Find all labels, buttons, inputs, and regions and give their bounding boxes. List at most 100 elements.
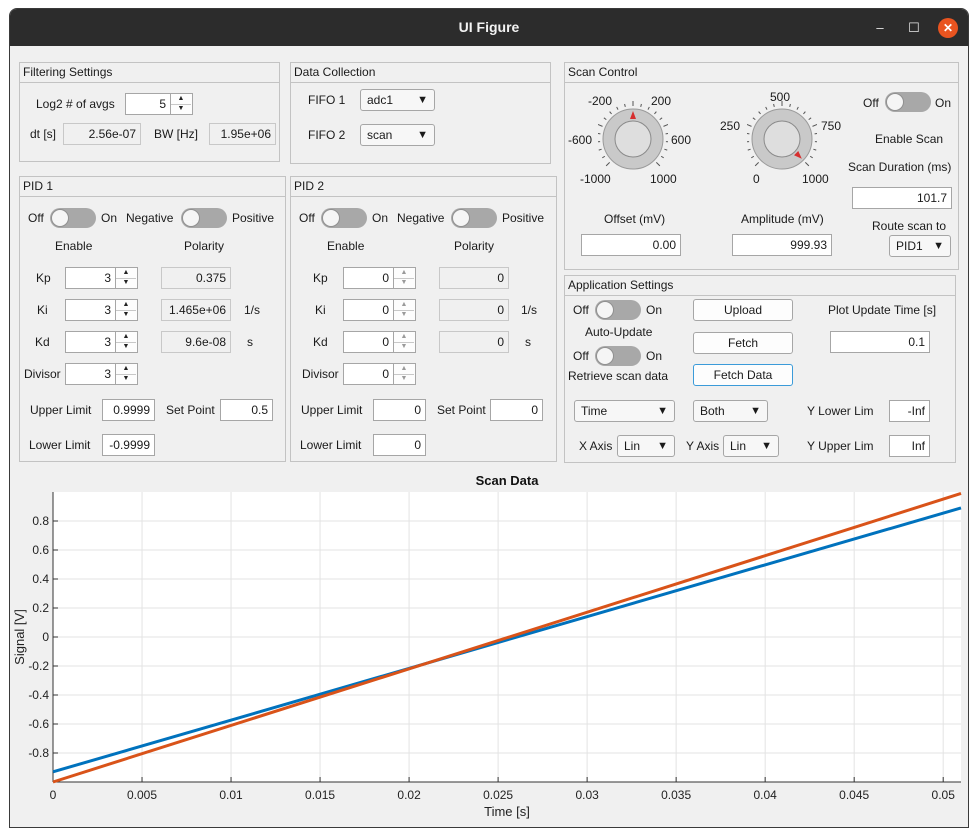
scan-toggle-off-label: Off xyxy=(863,96,879,110)
pid2-enable-toggle[interactable] xyxy=(321,208,367,228)
pid1-ki-label: Ki xyxy=(37,303,48,317)
increment-icon[interactable]: ▲ xyxy=(116,364,136,375)
pid2-kp-field[interactable]: 0 xyxy=(343,267,394,289)
increment-icon[interactable]: ▲ xyxy=(116,268,136,279)
increment-icon[interactable]: ▲ xyxy=(394,268,414,279)
pid1-divisor-spinner[interactable]: 3 ▲ ▼ xyxy=(65,363,138,385)
pid1-kp-field[interactable]: 3 xyxy=(65,267,116,289)
enable-scan-toggle[interactable] xyxy=(885,92,931,112)
pid1-enable-toggle[interactable] xyxy=(50,208,96,228)
pid2-ki-field[interactable]: 0 xyxy=(343,299,394,321)
fifo2-dropdown[interactable]: scan ▼ xyxy=(360,124,435,146)
knob-tick xyxy=(640,103,642,108)
x-mode-dropdown[interactable]: Time ▼ xyxy=(574,400,675,422)
pid1-ki-spinner[interactable]: 3 ▲ ▼ xyxy=(65,299,138,321)
pid2-setpoint-field[interactable]: 0 xyxy=(490,399,543,421)
pid1-kd-spinner[interactable]: 3 ▲ ▼ xyxy=(65,331,138,353)
pid2-ki-unit: 1/s xyxy=(521,303,538,317)
y-axis-label: Signal [V] xyxy=(12,609,27,665)
decrement-icon[interactable]: ▼ xyxy=(122,375,130,382)
upload-button[interactable]: Upload xyxy=(693,299,793,321)
retrieve-scan-toggle[interactable] xyxy=(595,346,641,366)
pid1-polarity-toggle[interactable] xyxy=(181,208,227,228)
decrement-icon[interactable]: ▼ xyxy=(177,105,185,112)
y-axis-scale-dropdown[interactable]: Lin ▼ xyxy=(723,435,779,457)
pid2-kd-spinner[interactable]: 0 ▲ ▼ xyxy=(343,331,416,353)
pid2-divisor-field[interactable]: 0 xyxy=(343,363,394,385)
x-axis-label: Time [s] xyxy=(484,804,530,819)
auto-update-label: Auto-Update xyxy=(585,325,653,339)
pid1-lower-limit-field[interactable]: -0.9999 xyxy=(102,434,155,456)
route-scan-value: PID1 xyxy=(896,239,923,253)
fifo1-value: adc1 xyxy=(367,93,394,107)
increment-icon[interactable]: ▲ xyxy=(116,300,136,311)
knob-tick xyxy=(751,155,755,159)
y-upper-lim-field[interactable]: Inf xyxy=(889,435,930,457)
pid1-kd-field[interactable]: 3 xyxy=(65,331,116,353)
x-axis-scale-dropdown[interactable]: Lin ▼ xyxy=(617,435,675,457)
pid1-setpoint-field[interactable]: 0.5 xyxy=(220,399,273,421)
pid2-upper-limit-field[interactable]: 0 xyxy=(373,399,426,421)
offset-field[interactable]: 0.00 xyxy=(581,234,681,256)
channels-dropdown[interactable]: Both ▼ xyxy=(693,400,768,422)
pid1-upper-limit-label: Upper Limit xyxy=(30,403,92,417)
pid1-upper-limit-field[interactable]: 0.9999 xyxy=(102,399,155,421)
decrement-icon[interactable]: ▼ xyxy=(400,311,408,318)
log2-field[interactable]: 5 xyxy=(125,93,171,115)
decrement-icon[interactable]: ▼ xyxy=(400,375,408,382)
pid2-divisor-spinner[interactable]: 0 ▲ ▼ xyxy=(343,363,416,385)
decrement-icon[interactable]: ▼ xyxy=(122,279,130,286)
close-button[interactable]: ✕ xyxy=(938,18,958,38)
increment-icon[interactable]: ▲ xyxy=(171,94,191,105)
maximize-button[interactable]: ☐ xyxy=(908,20,920,35)
increment-icon[interactable]: ▲ xyxy=(394,300,414,311)
amplitude-knob[interactable] xyxy=(747,101,817,179)
scan-duration-field[interactable]: 101.7 xyxy=(852,187,952,209)
fifo1-dropdown[interactable]: adc1 ▼ xyxy=(360,89,435,111)
pid2-negative-label: Negative xyxy=(397,211,445,225)
pid1-ki-field[interactable]: 3 xyxy=(65,299,116,321)
increment-icon[interactable]: ▲ xyxy=(394,332,414,343)
amplitude-field[interactable]: 999.93 xyxy=(732,234,832,256)
route-scan-dropdown[interactable]: PID1 ▼ xyxy=(889,235,951,257)
plot-update-label: Plot Update Time [s] xyxy=(828,303,937,317)
pid2-ki-spinner[interactable]: 0 ▲ ▼ xyxy=(343,299,416,321)
decrement-icon[interactable]: ▼ xyxy=(400,279,408,286)
pid1-divisor-field[interactable]: 3 xyxy=(65,363,116,385)
minimize-button[interactable]: – xyxy=(876,20,884,35)
knob-cap xyxy=(763,120,801,158)
increment-icon[interactable]: ▲ xyxy=(116,332,136,343)
toggle-knob xyxy=(596,347,614,365)
offset-knob[interactable] xyxy=(598,101,668,179)
retrieve-off-label: Off xyxy=(573,349,589,363)
decrement-icon[interactable]: ▼ xyxy=(400,343,408,350)
pid2-panel: PID 2 Off On Negative Positive Enable Po… xyxy=(290,176,557,462)
y-lower-lim-field[interactable]: -Inf xyxy=(889,400,930,422)
x-axis-scale-value: Lin xyxy=(624,439,641,453)
scan-data-chart[interactable]: Scan Data 0 0.005 0.01 0.015 0.02 0.025 0.03 0.0… xyxy=(10,469,966,825)
fetch-button[interactable]: Fetch xyxy=(693,332,793,354)
route-scan-label: Route scan to xyxy=(872,219,947,233)
decrement-icon[interactable]: ▼ xyxy=(122,311,130,318)
y-tick-label: 0.2 xyxy=(32,601,49,615)
dropdown-arrow-icon: ▼ xyxy=(750,405,761,417)
log2-spinner[interactable]: 5 ▲ ▼ xyxy=(125,93,193,115)
pid2-kp-spinner[interactable]: 0 ▲ ▼ xyxy=(343,267,416,289)
pid2-kd-field[interactable]: 0 xyxy=(343,331,394,353)
decrement-icon[interactable]: ▼ xyxy=(122,343,130,350)
pid1-kp-spinner[interactable]: 3 ▲ ▼ xyxy=(65,267,138,289)
data-collection-panel: Data Collection FIFO 1 adc1 ▼ FIFO 2 sca… xyxy=(290,62,551,164)
panel-title: Scan Control xyxy=(565,63,958,83)
panel-title: Data Collection xyxy=(291,63,550,83)
x-tick-label: 0.03 xyxy=(575,788,599,802)
increment-icon[interactable]: ▲ xyxy=(394,364,414,375)
plot-update-field[interactable]: 0.1 xyxy=(830,331,930,353)
knob-pointer xyxy=(630,111,636,119)
auto-update-toggle[interactable] xyxy=(595,300,641,320)
pid2-polarity-toggle[interactable] xyxy=(451,208,497,228)
knob-tick xyxy=(616,106,619,110)
pid2-off-label: Off xyxy=(299,211,315,225)
filtering-settings-panel: Filtering Settings Log2 # of avgs 5 ▲ ▼ d… xyxy=(19,62,280,162)
fetch-data-button[interactable]: Fetch Data xyxy=(693,364,793,386)
pid2-lower-limit-field[interactable]: 0 xyxy=(373,434,426,456)
